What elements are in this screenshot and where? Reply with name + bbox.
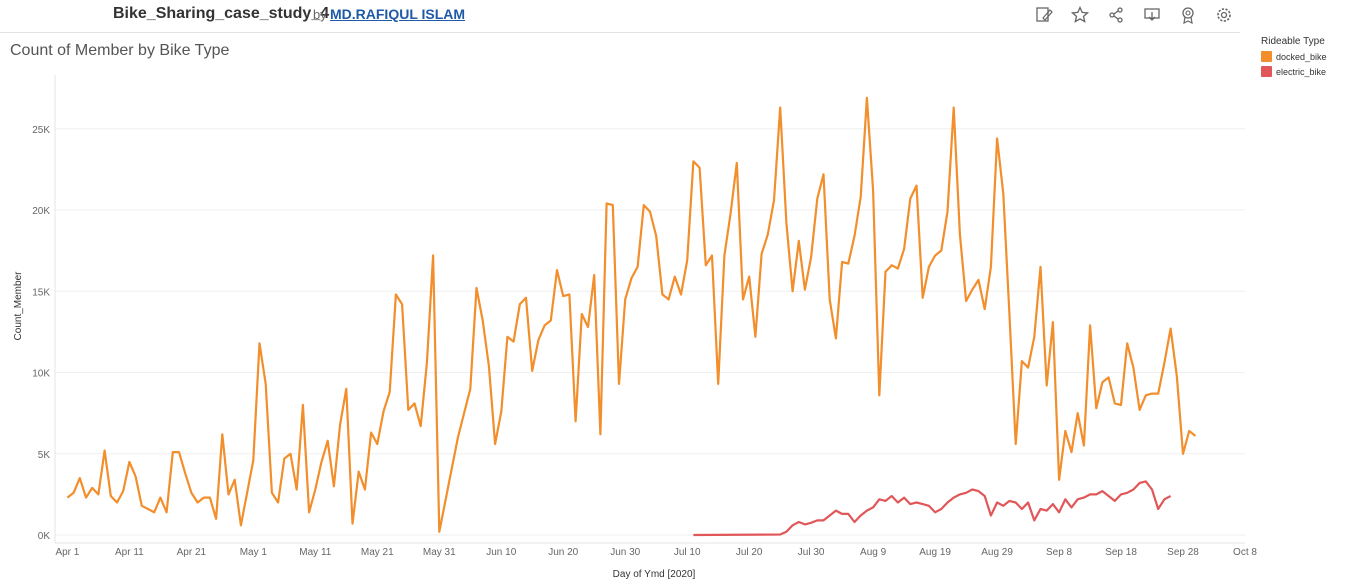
workbook-header: Bike_Sharing_case_study_4	[0, 0, 1240, 33]
x-axis-title: Day of Ymd [2020]	[613, 569, 696, 580]
x-tick-label: Aug 29	[981, 547, 1013, 558]
workbook-title: Bike_Sharing_case_study_4	[113, 5, 330, 22]
edit-icon[interactable]	[1026, 4, 1062, 26]
x-tick-label: May 1	[240, 547, 268, 558]
x-tick-label: Jul 10	[674, 547, 701, 558]
x-tick-label: Jun 20	[548, 547, 578, 558]
x-tick-label: Jun 30	[610, 547, 640, 558]
series-line-docked-bike[interactable]	[66, 96, 1197, 533]
x-tick-label: Oct 8	[1233, 547, 1257, 558]
x-tick-label: Aug 19	[919, 547, 951, 558]
series-lines	[66, 96, 1197, 537]
x-tick-label: Aug 9	[860, 547, 887, 558]
by-label: by	[313, 7, 327, 22]
x-tick-label: May 21	[361, 547, 394, 558]
x-tick-label: Apr 11	[115, 547, 144, 558]
y-axis-ticks: 0K 5K 10K 15K 20K 25K	[32, 125, 50, 542]
series-line-electric-bike[interactable]	[693, 480, 1172, 537]
x-tick-label: May 31	[423, 547, 456, 558]
share-icon[interactable]	[1098, 4, 1134, 26]
y-axis-title: Count_Member	[13, 271, 24, 341]
y-tick-label: 15K	[32, 287, 50, 298]
x-axis-ticks: Apr 1 Apr 11 Apr 21 May 1 May 11 May 21 May 31…	[55, 547, 1257, 558]
toolbar	[1026, 4, 1242, 26]
legend-item-electric-bike[interactable]: electric_bike	[1261, 66, 1347, 77]
legend: Rideable Type docked_bike electric_bike	[1261, 36, 1347, 81]
x-tick-label: May 11	[299, 547, 331, 558]
legend-item-docked-bike[interactable]: docked_bike	[1261, 51, 1347, 62]
x-tick-label: Jun 10	[486, 547, 516, 558]
legend-swatch-electric-bike	[1261, 66, 1272, 77]
legend-label-docked-bike: docked_bike	[1276, 51, 1327, 62]
star-icon[interactable]	[1062, 4, 1098, 26]
download-icon[interactable]	[1134, 4, 1170, 26]
y-tick-label: 5K	[38, 450, 51, 461]
author-link[interactable]: MD.RAFIQUL ISLAM	[330, 6, 466, 22]
x-tick-label: Apr 1	[55, 547, 79, 558]
legend-swatch-docked-bike	[1261, 51, 1272, 62]
x-tick-label: Sep 8	[1046, 547, 1073, 558]
legend-label-electric-bike: electric_bike	[1276, 66, 1327, 77]
gridlines	[54, 75, 1245, 544]
x-tick-label: Sep 28	[1167, 547, 1199, 558]
y-tick-label: 10K	[32, 369, 50, 380]
x-tick-label: Sep 18	[1105, 547, 1137, 558]
badge-icon[interactable]	[1170, 4, 1206, 26]
legend-title: Rideable Type	[1261, 36, 1325, 47]
y-tick-label: 25K	[32, 125, 50, 136]
settings-icon[interactable]	[1206, 4, 1242, 26]
chart-title: Count of Member by Bike Type	[10, 42, 230, 59]
x-tick-label: Apr 21	[177, 547, 207, 558]
y-tick-label: 20K	[32, 206, 50, 217]
x-tick-label: Jul 30	[798, 547, 825, 558]
y-tick-label: 0K	[38, 531, 51, 542]
x-tick-label: Jul 20	[736, 547, 763, 558]
